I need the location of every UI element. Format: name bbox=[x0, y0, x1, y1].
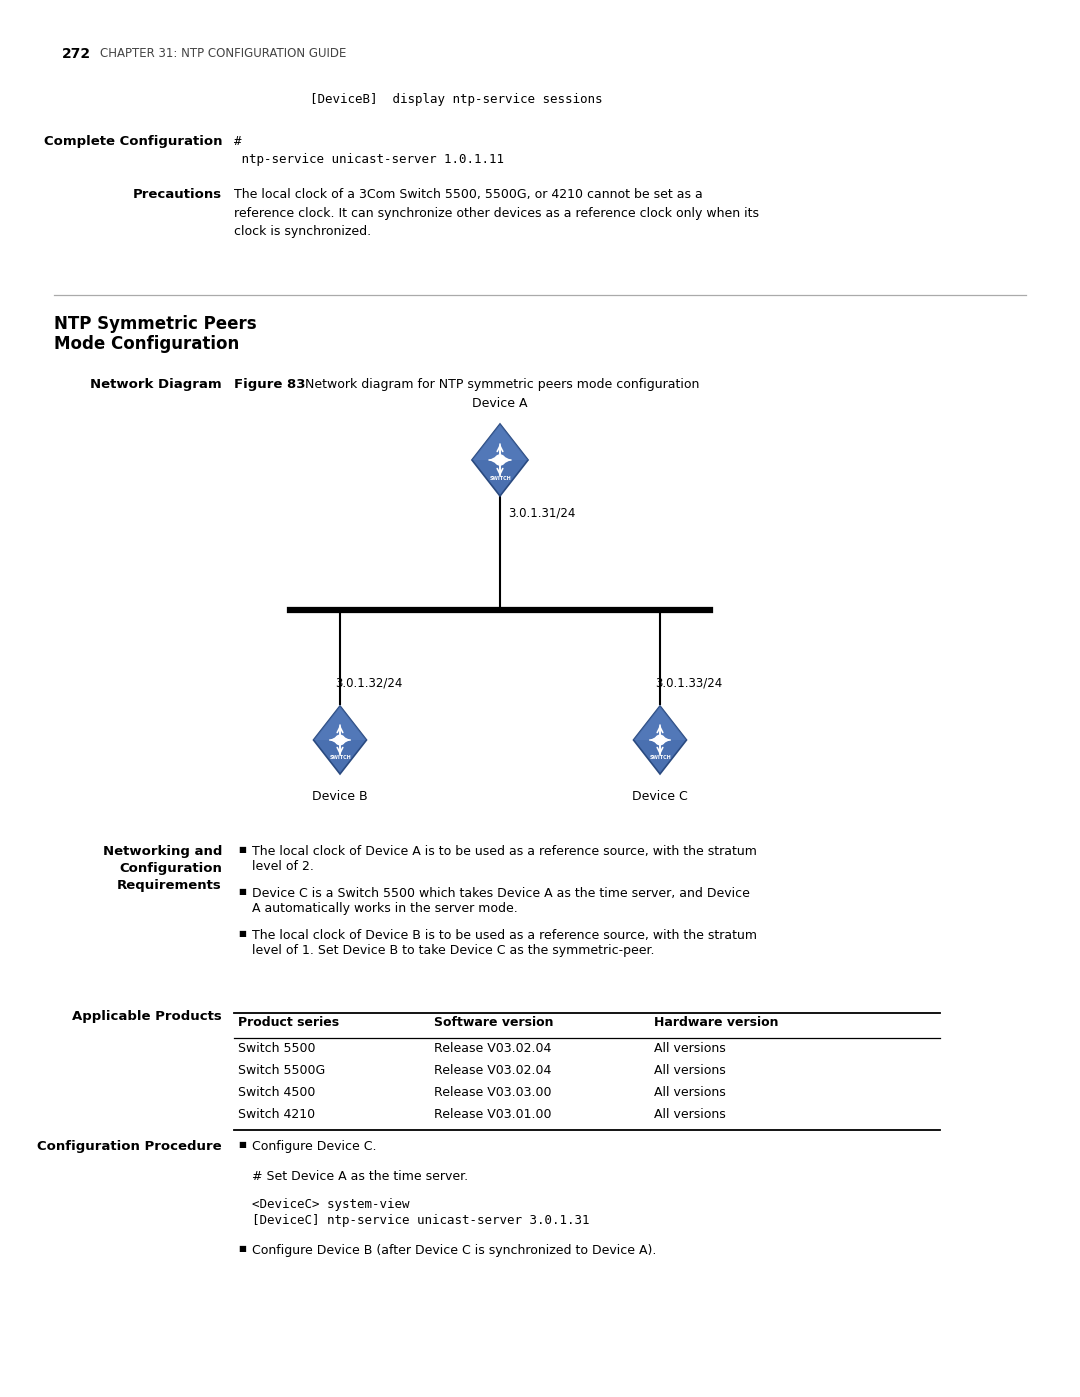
Text: ■: ■ bbox=[238, 887, 246, 895]
Text: Requirements: Requirements bbox=[118, 879, 222, 893]
Text: Switch 4500: Switch 4500 bbox=[238, 1085, 315, 1099]
Text: level of 2.: level of 2. bbox=[252, 861, 314, 873]
Text: <DeviceC> system-view: <DeviceC> system-view bbox=[252, 1199, 409, 1211]
Text: Networking and: Networking and bbox=[103, 845, 222, 858]
Text: # Set Device A as the time server.: # Set Device A as the time server. bbox=[252, 1171, 468, 1183]
Polygon shape bbox=[634, 705, 687, 740]
Polygon shape bbox=[472, 425, 528, 460]
Circle shape bbox=[495, 455, 505, 465]
Text: 3.0.1.31/24: 3.0.1.31/24 bbox=[508, 506, 576, 520]
Text: Applicable Products: Applicable Products bbox=[72, 1010, 222, 1023]
Text: All versions: All versions bbox=[654, 1085, 726, 1099]
Text: Network diagram for NTP symmetric peers mode configuration: Network diagram for NTP symmetric peers … bbox=[305, 379, 700, 391]
Text: All versions: All versions bbox=[654, 1108, 726, 1120]
Text: Configure Device B (after Device C is synchronized to Device A).: Configure Device B (after Device C is sy… bbox=[252, 1243, 657, 1257]
Text: Configure Device C.: Configure Device C. bbox=[252, 1140, 377, 1153]
Text: SWITCH: SWITCH bbox=[329, 756, 351, 760]
Text: SWITCH: SWITCH bbox=[489, 476, 511, 481]
Text: Mode Configuration: Mode Configuration bbox=[54, 335, 240, 353]
Text: Configuration: Configuration bbox=[119, 862, 222, 875]
Text: Device C: Device C bbox=[632, 789, 688, 803]
Text: Configuration Procedure: Configuration Procedure bbox=[38, 1140, 222, 1153]
Text: Precautions: Precautions bbox=[133, 189, 222, 201]
Text: ■: ■ bbox=[238, 1243, 246, 1253]
Text: 3.0.1.33/24: 3.0.1.33/24 bbox=[654, 678, 723, 690]
Text: [DeviceB]  display ntp-service sessions: [DeviceB] display ntp-service sessions bbox=[310, 94, 603, 106]
Text: Release V03.01.00: Release V03.01.00 bbox=[434, 1108, 552, 1120]
Text: Release V03.02.04: Release V03.02.04 bbox=[434, 1042, 552, 1055]
Text: 3.0.1.32/24: 3.0.1.32/24 bbox=[335, 678, 403, 690]
Text: Switch 5500: Switch 5500 bbox=[238, 1042, 315, 1055]
Text: Switch 4210: Switch 4210 bbox=[238, 1108, 315, 1120]
Text: Device C is a Switch 5500 which takes Device A as the time server, and Device: Device C is a Switch 5500 which takes De… bbox=[252, 887, 750, 900]
Text: Product series: Product series bbox=[238, 1016, 339, 1030]
Text: Device B: Device B bbox=[312, 789, 368, 803]
Text: [DeviceC] ntp-service unicast-server 3.0.1.31: [DeviceC] ntp-service unicast-server 3.0… bbox=[252, 1214, 590, 1227]
Text: Release V03.02.04: Release V03.02.04 bbox=[434, 1065, 552, 1077]
Polygon shape bbox=[634, 705, 687, 774]
Text: level of 1. Set Device B to take Device C as the symmetric-peer.: level of 1. Set Device B to take Device … bbox=[252, 944, 654, 957]
Text: ■: ■ bbox=[238, 929, 246, 937]
Text: Hardware version: Hardware version bbox=[654, 1016, 779, 1030]
Circle shape bbox=[656, 735, 665, 745]
Text: All versions: All versions bbox=[654, 1042, 726, 1055]
Text: All versions: All versions bbox=[654, 1065, 726, 1077]
Text: 272: 272 bbox=[62, 47, 91, 61]
Text: Release V03.03.00: Release V03.03.00 bbox=[434, 1085, 552, 1099]
Text: A automatically works in the server mode.: A automatically works in the server mode… bbox=[252, 902, 517, 915]
Text: Network Diagram: Network Diagram bbox=[91, 379, 222, 391]
Text: The local clock of Device B is to be used as a reference source, with the stratu: The local clock of Device B is to be use… bbox=[252, 929, 757, 942]
Text: Switch 5500G: Switch 5500G bbox=[238, 1065, 325, 1077]
Text: The local clock of a 3Com Switch 5500, 5500G, or 4210 cannot be set as a
referen: The local clock of a 3Com Switch 5500, 5… bbox=[234, 189, 759, 237]
Text: The local clock of Device A is to be used as a reference source, with the stratu: The local clock of Device A is to be use… bbox=[252, 845, 757, 858]
Text: Device A: Device A bbox=[472, 397, 528, 409]
Text: Complete Configuration: Complete Configuration bbox=[43, 136, 222, 148]
Text: ntp-service unicast-server 1.0.1.11: ntp-service unicast-server 1.0.1.11 bbox=[234, 154, 504, 166]
Text: CHAPTER 31: NTP CONFIGURATION GUIDE: CHAPTER 31: NTP CONFIGURATION GUIDE bbox=[100, 47, 347, 60]
Polygon shape bbox=[313, 705, 366, 774]
Text: NTP Symmetric Peers: NTP Symmetric Peers bbox=[54, 314, 257, 332]
Circle shape bbox=[335, 735, 345, 745]
Polygon shape bbox=[313, 705, 366, 740]
Text: #: # bbox=[234, 136, 242, 148]
Text: Software version: Software version bbox=[434, 1016, 554, 1030]
Text: Figure 83: Figure 83 bbox=[234, 379, 306, 391]
Text: SWITCH: SWITCH bbox=[649, 756, 671, 760]
Polygon shape bbox=[472, 425, 528, 496]
Text: ■: ■ bbox=[238, 1140, 246, 1148]
Text: ■: ■ bbox=[238, 845, 246, 854]
